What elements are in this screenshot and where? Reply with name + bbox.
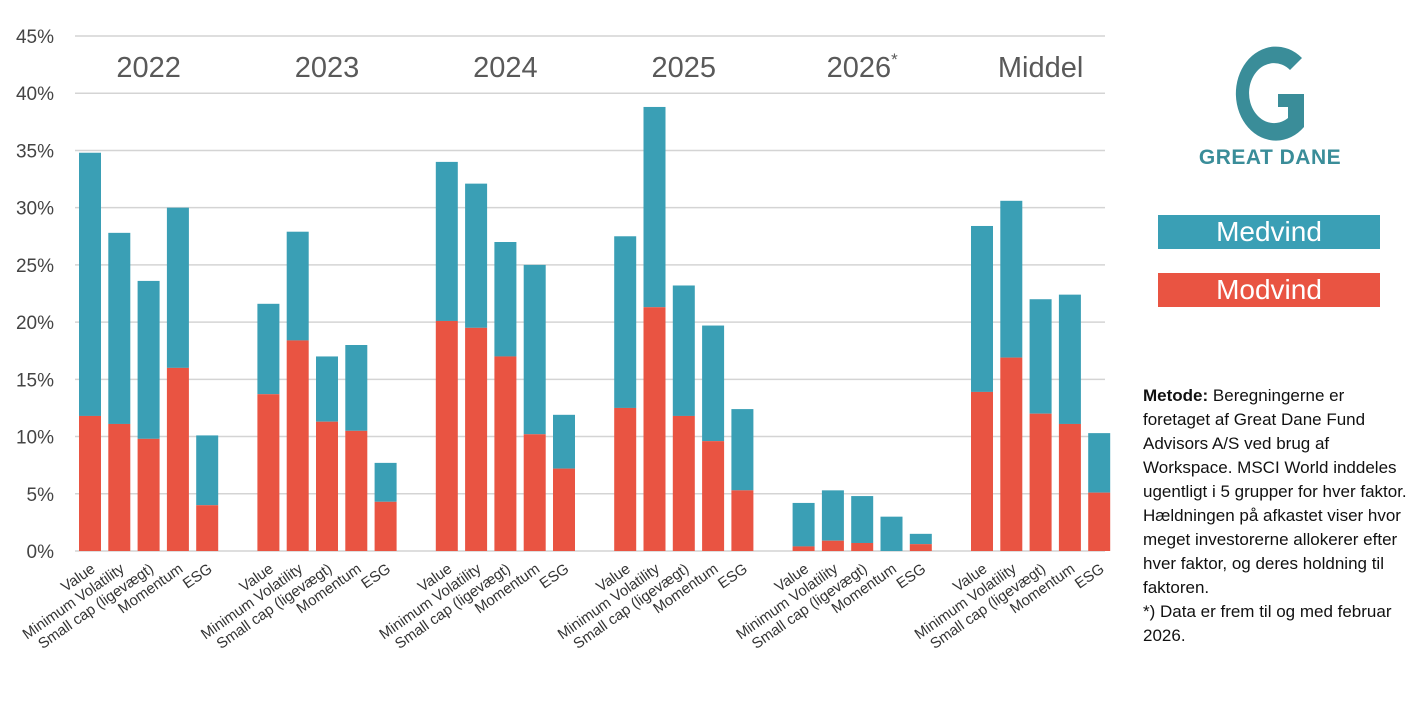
bar-modvind (494, 356, 517, 551)
bar-modvind (286, 340, 309, 551)
y-tick-label: 45% (16, 27, 54, 48)
x-tick-label: ESG (715, 560, 751, 592)
bar-medvind (851, 496, 874, 543)
bar-modvind (672, 415, 695, 551)
x-tick-label: ESG (180, 560, 216, 592)
y-axis-ticks: 0% 5% 10% 15% 20% 25% 30% 35% 40% 45% (16, 27, 54, 563)
x-tick-label: ESG (537, 560, 573, 592)
bar-medvind (971, 225, 993, 392)
bar-medvind (316, 356, 338, 422)
bar-modvind (523, 434, 546, 551)
bar-medvind (792, 502, 815, 547)
method-label: Metode: (1143, 386, 1209, 405)
bar-modvind (821, 540, 844, 551)
bar-modvind (1088, 492, 1111, 551)
y-tick-label: 15% (16, 370, 54, 391)
bar-modvind (1029, 413, 1052, 551)
bar-modvind (702, 441, 725, 551)
stacked-bar-chart: 0% 5% 10% 15% 20% 25% 30% 35% 40% 45% ValueMinimu… (16, 27, 1111, 653)
bar-medvind (435, 161, 458, 321)
bar-medvind (494, 242, 517, 357)
data-footnote: *) Data er frem til og med februar 2026. (1143, 602, 1392, 645)
bar-medvind (137, 280, 160, 439)
group-label: 2026* (827, 50, 899, 84)
bar-modvind (1000, 357, 1023, 551)
method-text: Beregningerne er foretaget af Great Dane… (1143, 386, 1407, 597)
bar-modvind (971, 391, 993, 551)
bar-modvind (166, 367, 189, 551)
bar-modvind (909, 544, 932, 551)
y-tick-label: 35% (16, 141, 54, 162)
bar-modvind (345, 430, 368, 551)
y-tick-label: 40% (16, 84, 54, 105)
bar-medvind (672, 285, 695, 416)
bar-medvind (553, 414, 575, 469)
bar-medvind (614, 236, 637, 408)
bar-medvind (374, 462, 397, 502)
bar-modvind (553, 468, 575, 551)
bar-medvind (196, 435, 219, 506)
grid-lines (75, 35, 1105, 552)
group-label: Middel (998, 52, 1083, 84)
bar-modvind (851, 542, 874, 551)
legend-medvind: Medvind (1158, 215, 1380, 249)
y-tick-label: 10% (16, 428, 54, 449)
logo-text: GREAT DANE (1198, 146, 1342, 169)
bar-modvind (108, 423, 131, 551)
group-label: 2024 (473, 52, 538, 84)
legend-modvind: Modvind (1158, 273, 1380, 307)
bar-medvind (1000, 200, 1023, 358)
bar-medvind (880, 516, 903, 551)
bars (79, 106, 1111, 551)
y-tick-label: 0% (27, 542, 55, 563)
x-tick-label: ESG (1072, 560, 1108, 592)
bar-medvind (465, 183, 488, 328)
bar-medvind (702, 325, 725, 442)
bar-modvind (1058, 423, 1081, 551)
bar-medvind (345, 345, 368, 431)
y-tick-label: 30% (16, 199, 54, 220)
x-tick-label: ESG (358, 560, 394, 592)
group-label: 2023 (295, 52, 360, 84)
great-dane-logo-icon (1235, 46, 1304, 141)
group-label: 2025 (652, 52, 717, 84)
y-tick-label: 5% (27, 485, 55, 506)
bar-modvind (435, 320, 458, 551)
bar-modvind (731, 490, 754, 551)
bar-medvind (286, 231, 309, 341)
bar-modvind (643, 307, 666, 551)
bar-medvind (166, 207, 189, 368)
bar-medvind (1029, 299, 1052, 414)
bar-modvind (316, 421, 338, 551)
method-note: Metode: Beregningerne er foretaget af Gr… (1143, 384, 1413, 648)
bar-medvind (523, 264, 546, 435)
bar-medvind (257, 303, 280, 395)
y-tick-label: 20% (16, 313, 54, 334)
bar-medvind (108, 232, 131, 424)
group-label: 2022 (116, 52, 181, 84)
bar-medvind (1058, 294, 1081, 424)
bar-medvind (731, 409, 754, 491)
bar-modvind (792, 546, 815, 551)
bar-modvind (374, 501, 397, 551)
x-tick-label: ESG (893, 560, 929, 592)
bar-medvind (909, 533, 932, 545)
bar-modvind (196, 505, 219, 551)
group-labels: 2022 2023 2024 2025 2026* Middel (116, 50, 1083, 84)
bar-modvind (465, 327, 488, 551)
bar-medvind (821, 490, 844, 541)
group-label-footnote-mark: * (891, 50, 898, 69)
bar-modvind (614, 407, 637, 551)
bar-medvind (79, 152, 101, 416)
bar-medvind (1088, 433, 1111, 493)
bar-modvind (79, 415, 101, 551)
bar-modvind (257, 394, 280, 551)
y-tick-label: 25% (16, 256, 54, 277)
bar-modvind (137, 438, 160, 551)
bar-medvind (643, 106, 666, 308)
